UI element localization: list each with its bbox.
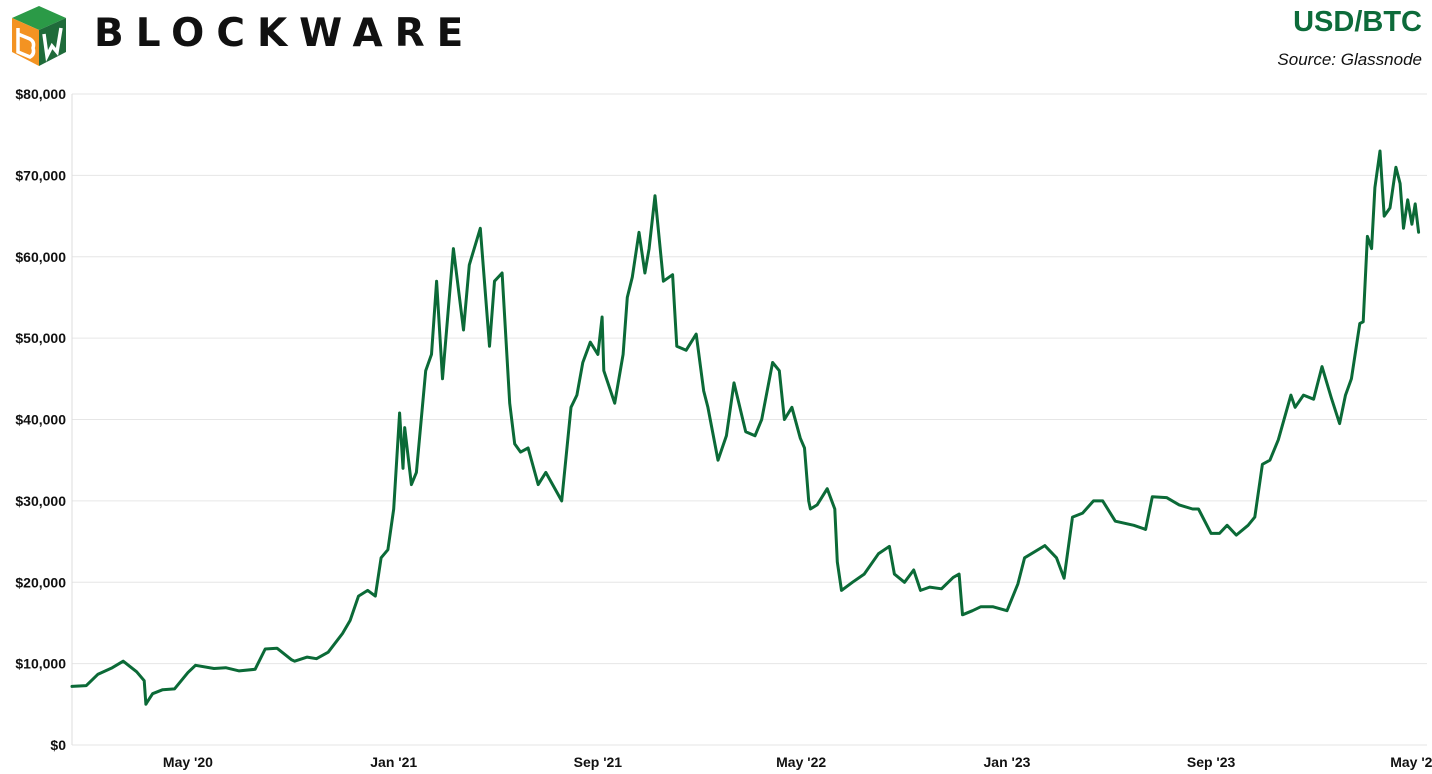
blockware-logo-mark xyxy=(12,6,66,66)
gridlines xyxy=(71,93,1427,746)
x-axis: May '20 Jan '21 Sep '21 May '22 Jan '23 Sep '… xyxy=(163,754,1432,770)
y-tick-label: $80,000 xyxy=(15,86,66,102)
y-tick-label: $10,000 xyxy=(15,656,66,672)
x-tick-label: May '20 xyxy=(163,754,213,770)
x-tick-label: Jan '23 xyxy=(984,754,1031,770)
x-tick-label: May '22 xyxy=(776,754,826,770)
y-tick-label: $70,000 xyxy=(15,167,66,183)
chart-source: Source: Glassnode xyxy=(1277,50,1422,69)
chart-title: USD/BTC xyxy=(1293,6,1422,38)
x-tick-label: May '24 xyxy=(1390,754,1432,770)
brand-wordmark: BLOCKWARE xyxy=(94,11,476,56)
x-tick-label: Sep '23 xyxy=(1187,754,1236,770)
x-tick-label: Jan '21 xyxy=(370,754,417,770)
y-tick-label: $40,000 xyxy=(15,412,66,428)
blockware-logo xyxy=(8,4,70,70)
y-tick-label: $20,000 xyxy=(15,574,66,590)
series-line-usd-btc xyxy=(70,149,1421,706)
series-layer xyxy=(70,149,1421,706)
x-tick-label: Sep '21 xyxy=(574,754,623,770)
y-tick-label: $0 xyxy=(50,737,66,753)
y-tick-label: $50,000 xyxy=(15,330,66,346)
y-axis: $0 $10,000 $20,000 $30,000 $40,000 $50,000 $60… xyxy=(15,86,66,753)
logo-b-glyph xyxy=(16,28,36,59)
logo-w-glyph xyxy=(42,27,63,62)
y-tick-label: $30,000 xyxy=(15,493,66,509)
y-tick-label: $60,000 xyxy=(15,249,66,265)
